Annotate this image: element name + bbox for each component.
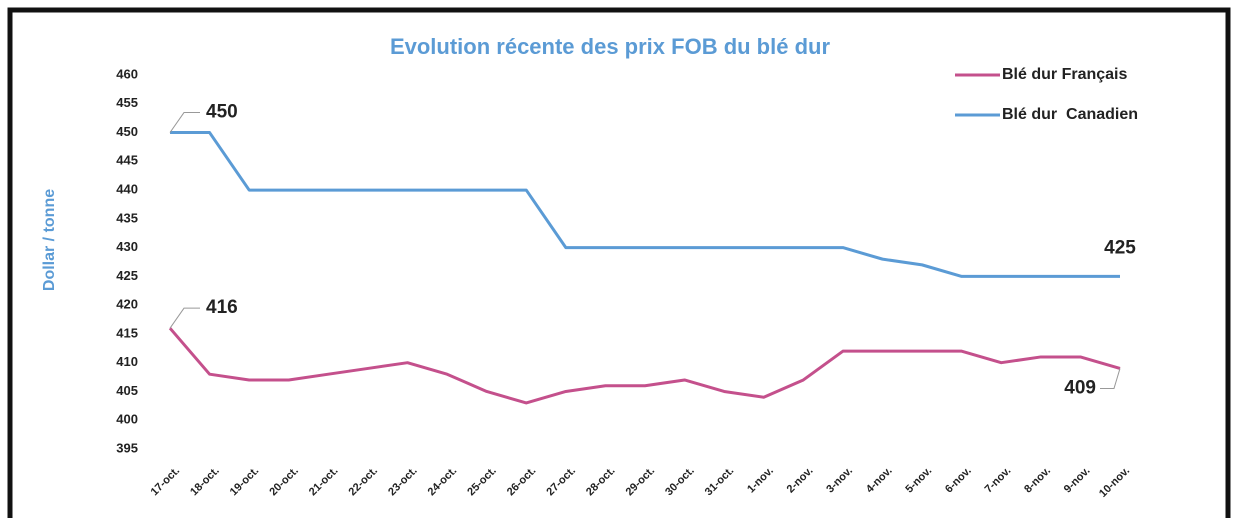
x-tick-label: 3-nov.	[824, 465, 855, 496]
x-tick-label: 17-oct.	[149, 465, 183, 499]
label-leader	[169, 307, 200, 329]
x-tick-label: 25-oct.	[465, 465, 499, 499]
series-line	[170, 131, 1120, 278]
data-label: 425	[1104, 237, 1136, 258]
y-tick-label: 435	[116, 210, 138, 225]
x-tick-label: 19-oct.	[228, 465, 262, 499]
x-tick-label: 1-nov.	[745, 465, 776, 496]
x-tick-label: 27-oct.	[544, 465, 578, 499]
y-tick-label: 445	[116, 153, 138, 168]
y-tick-label: 400	[116, 412, 138, 427]
x-tick-label: 23-oct.	[386, 465, 420, 499]
y-tick-label: 455	[116, 95, 138, 110]
series-line	[168, 327, 1121, 405]
data-label: 416	[206, 297, 238, 318]
chart-title: Evolution récente des prix FOB du blé du…	[390, 34, 831, 59]
frame	[7, 7, 1231, 518]
x-tick-label: 5-nov.	[903, 465, 934, 496]
x-tick-label: 31-oct.	[703, 465, 737, 499]
y-tick-label: 410	[116, 354, 138, 369]
x-tick-label: 21-oct.	[307, 465, 341, 499]
x-tick-label: 9-nov.	[1062, 465, 1093, 496]
y-tick-label: 395	[116, 440, 138, 455]
x-tick-label: 18-oct.	[188, 465, 222, 499]
label-leader	[1100, 368, 1121, 389]
data-label: 450	[206, 102, 238, 123]
legend-label: Blé dur Français	[1002, 66, 1127, 83]
x-tick-label: 28-oct.	[584, 465, 618, 499]
y-tick-label: 460	[116, 66, 138, 81]
x-tick-label: 30-oct.	[663, 465, 697, 499]
label-leader	[169, 112, 200, 133]
x-tick-label: 2-nov.	[785, 465, 816, 496]
x-tick-label: 4-nov.	[864, 465, 895, 496]
legend-label: Blé dur Canadien	[1002, 106, 1138, 123]
x-tick-label: 26-oct.	[505, 465, 539, 499]
y-tick-label: 425	[116, 268, 138, 283]
y-tick-label: 405	[116, 383, 138, 398]
data-label: 409	[1064, 377, 1096, 398]
x-tick-label: 6-nov.	[943, 465, 974, 496]
y-tick-label: 420	[116, 297, 138, 312]
x-tick-label: 8-nov.	[1022, 465, 1053, 496]
y-tick-label: 450	[116, 124, 138, 139]
y-axis-label: Dollar / tonne	[41, 189, 58, 291]
x-tick-label: 10-nov.	[1097, 465, 1132, 500]
x-tick-label: 22-oct.	[347, 465, 381, 499]
x-tick-label: 20-oct.	[267, 465, 301, 499]
y-tick-label: 415	[116, 325, 138, 340]
y-tick-label: 440	[116, 182, 138, 197]
x-tick-label: 7-nov.	[983, 465, 1014, 496]
x-tick-label: 29-oct.	[624, 465, 658, 499]
y-tick-label: 430	[116, 239, 138, 254]
x-tick-label: 24-oct.	[426, 465, 460, 499]
